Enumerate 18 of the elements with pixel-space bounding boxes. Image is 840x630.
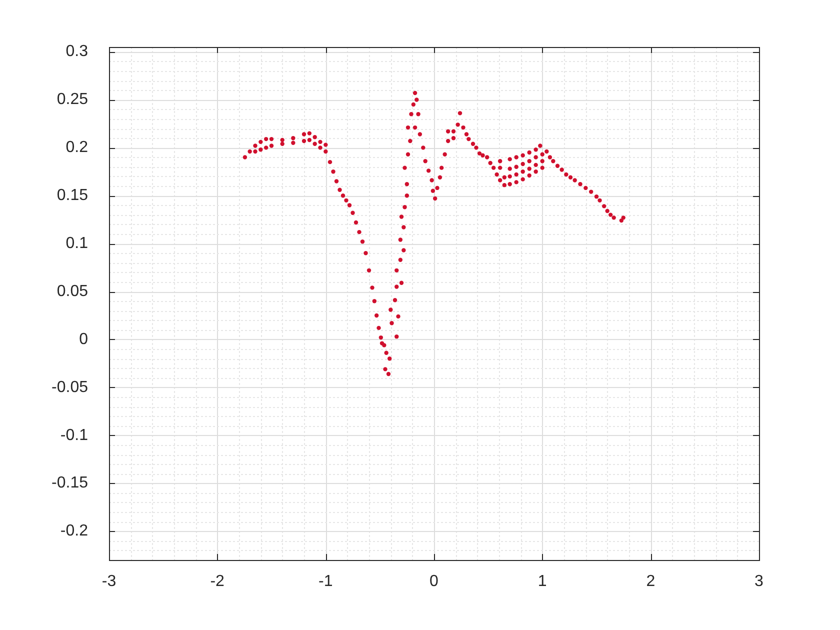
y-tick-label: -0.15 — [52, 474, 88, 492]
y-tick-label: -0.05 — [52, 378, 88, 396]
y-tick-label: 0.25 — [56, 91, 88, 108]
x-tick-label: 0 — [430, 573, 439, 590]
y-tick-label: 0 — [79, 330, 88, 348]
x-tick-label: -1 — [318, 573, 333, 590]
y-tick-label: 0.1 — [66, 234, 88, 252]
y-tick-label: 0.3 — [66, 43, 88, 60]
y-tick-label: -0.1 — [60, 426, 88, 444]
x-tick-label: 1 — [538, 573, 547, 590]
x-tick-label: 2 — [646, 573, 656, 590]
y-tick-label: 0.2 — [66, 139, 88, 156]
x-tick-label: 3 — [754, 573, 764, 590]
x-tick-label: -2 — [210, 573, 225, 590]
y-tick-label: 0.05 — [56, 282, 88, 300]
y-tick-label: -0.2 — [60, 522, 88, 540]
y-tick-label: 0.15 — [56, 187, 88, 204]
x-tick-label: -3 — [102, 573, 116, 590]
